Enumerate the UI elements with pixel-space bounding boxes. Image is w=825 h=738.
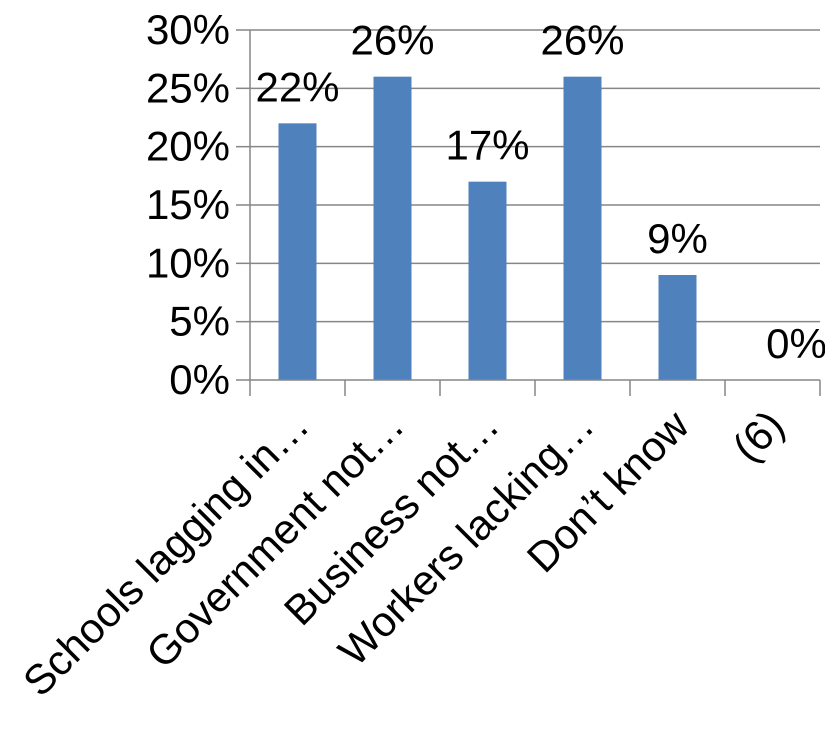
bar [278, 123, 317, 380]
y-tick-label: 0% [169, 356, 230, 403]
data-label: 0% [766, 320, 825, 367]
y-tick-label: 20% [146, 123, 230, 170]
data-label: 26% [350, 17, 434, 64]
data-label: 22% [255, 63, 339, 110]
category-labels: Schools lagging in…Government not…Busine… [14, 401, 793, 705]
y-tick-label: 10% [146, 239, 230, 286]
y-tick-label: 5% [169, 298, 230, 345]
bar [373, 76, 412, 381]
gridlines [250, 29, 820, 323]
bars [278, 76, 697, 381]
y-tick-label: 15% [146, 181, 230, 228]
category-label: (6) [723, 401, 793, 471]
data-label: 17% [445, 122, 529, 169]
bar [563, 76, 602, 381]
y-tick-label: 30% [146, 6, 230, 53]
y-axis-ticks: 0% 5% 10% 15% 20% 25% 30% [146, 6, 230, 403]
y-tick-label: 25% [146, 64, 230, 111]
bar [468, 181, 507, 380]
data-label: 26% [540, 17, 624, 64]
data-label: 9% [647, 215, 708, 262]
data-labels: 22%26%17%26%9%0% [255, 17, 825, 367]
axes [236, 29, 821, 396]
bar [658, 275, 697, 380]
